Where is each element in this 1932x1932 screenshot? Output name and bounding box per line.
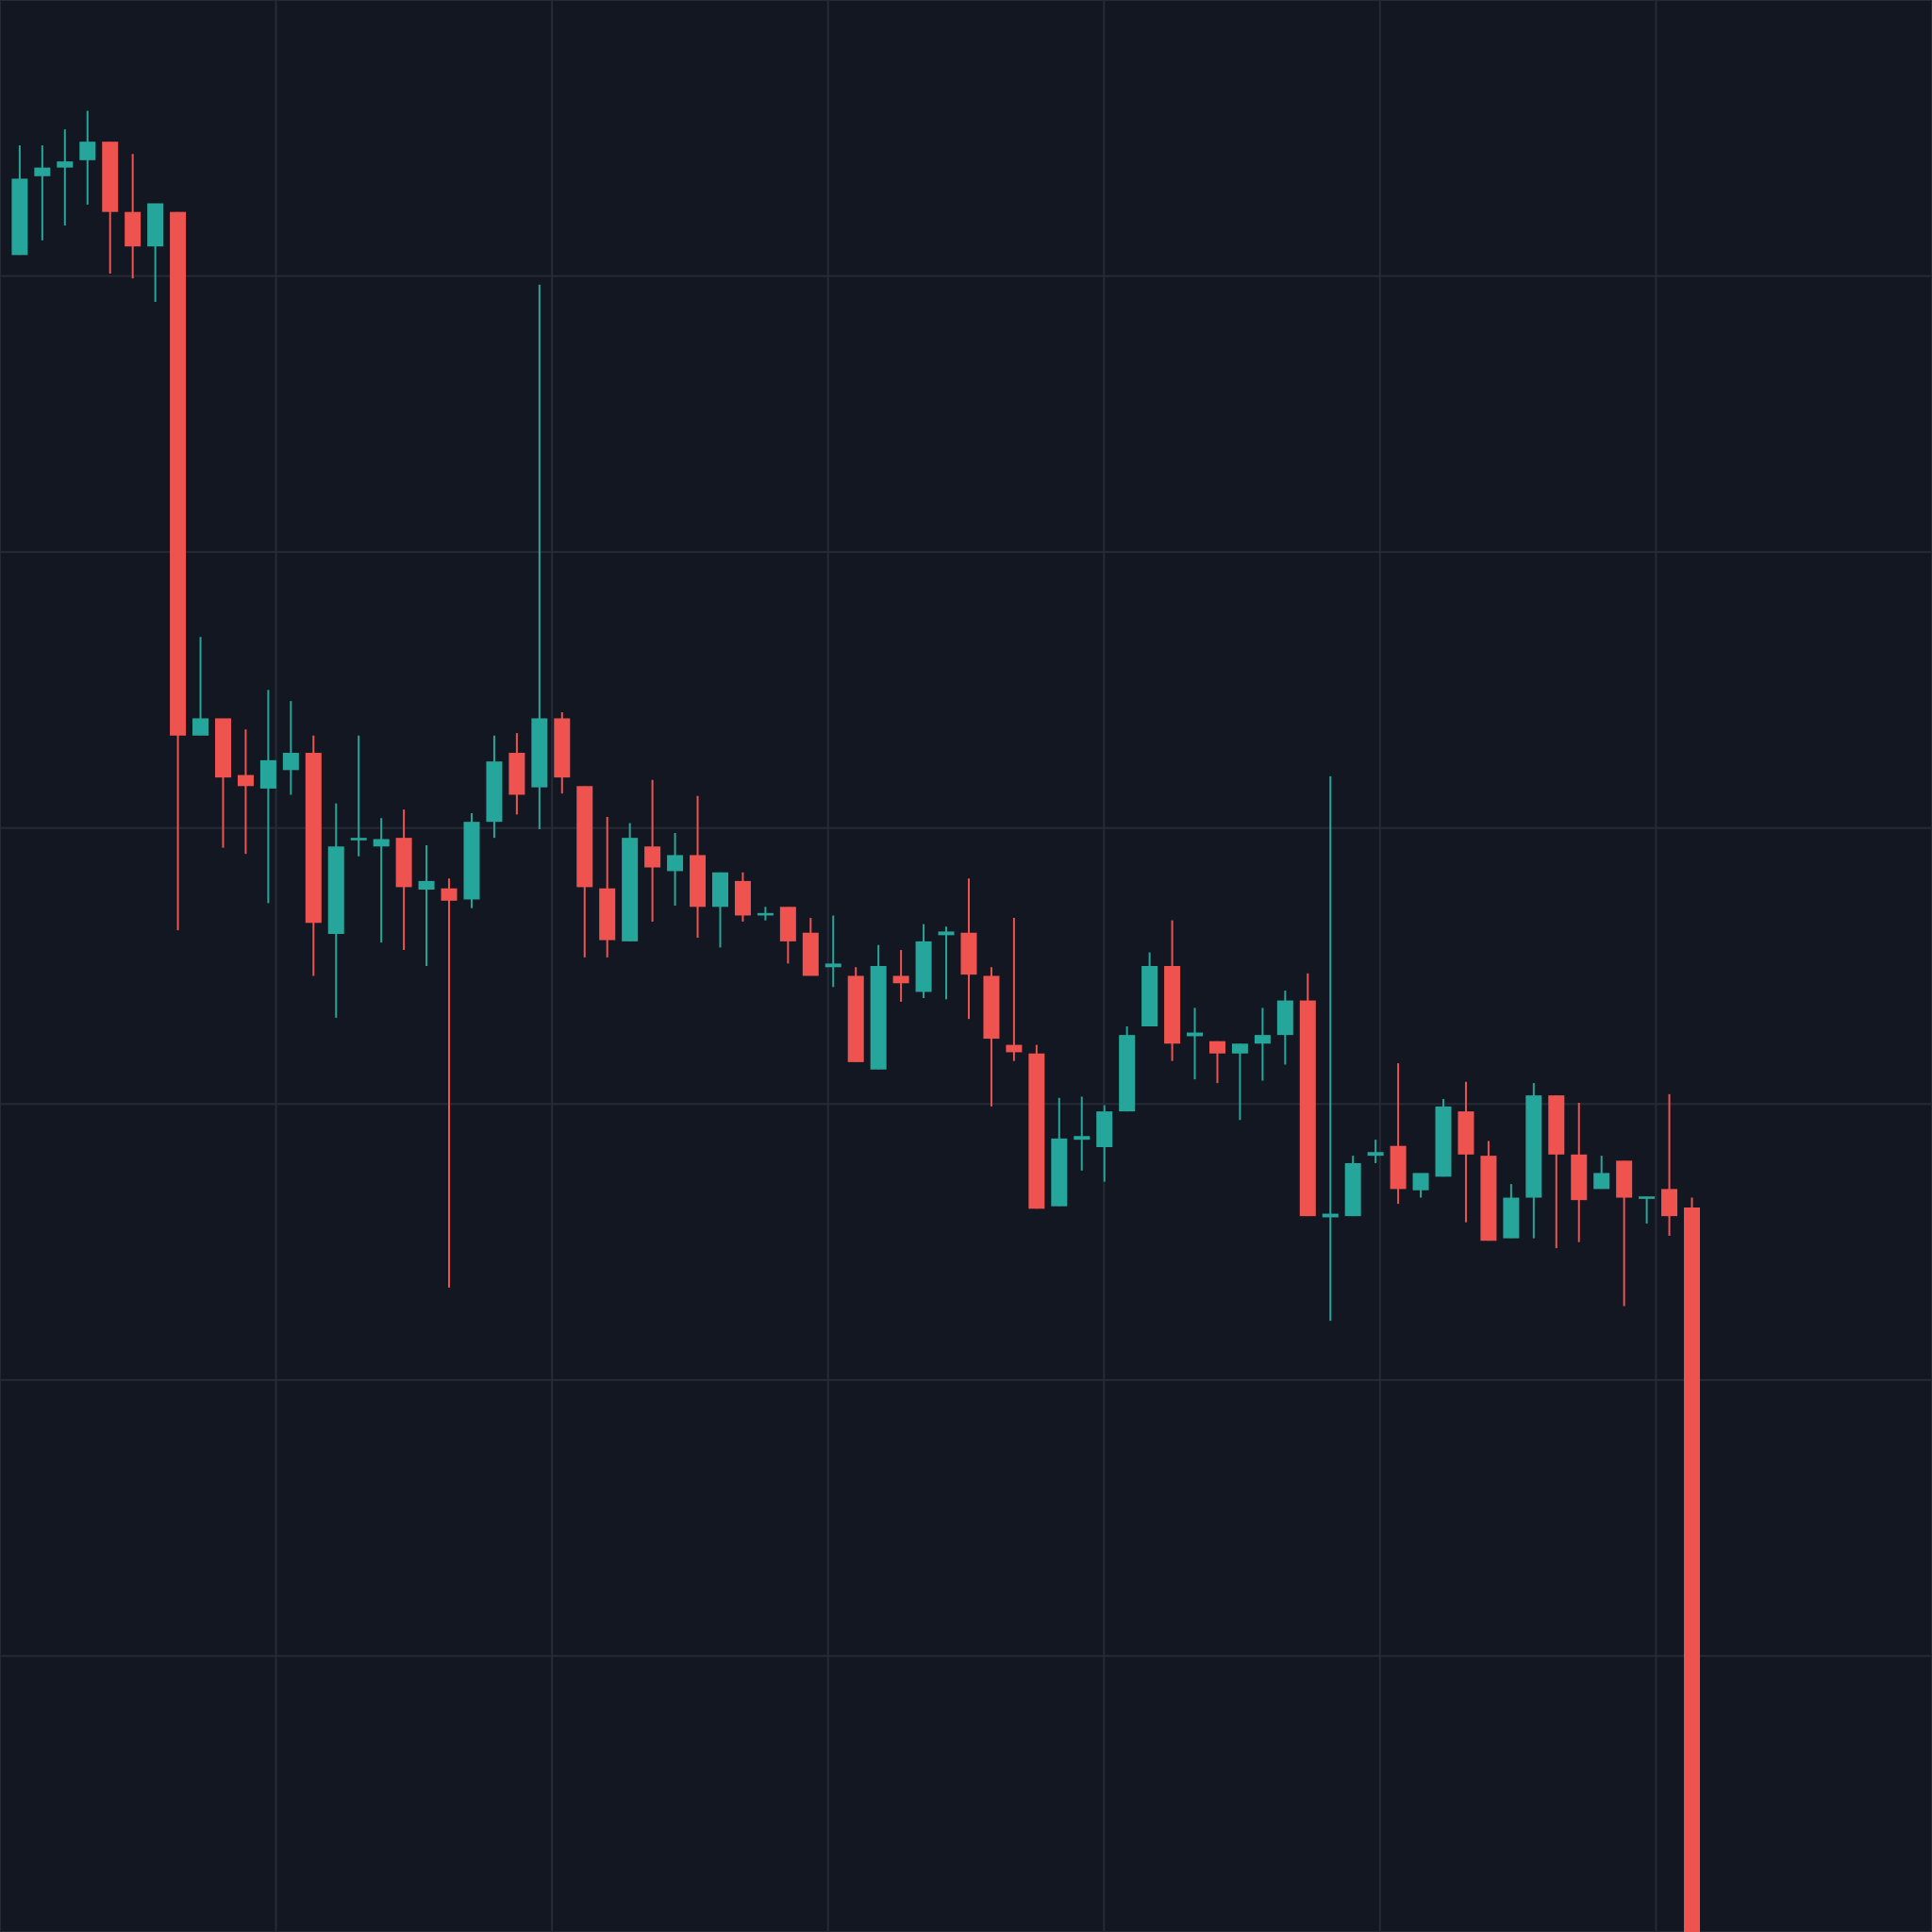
- candle-body: [1525, 1095, 1542, 1198]
- candle-body: [779, 907, 796, 941]
- candle-body: [259, 759, 276, 789]
- candle-body: [1616, 1160, 1633, 1198]
- candle-body: [1187, 1032, 1204, 1037]
- candle-body: [1322, 1213, 1339, 1218]
- candle-body: [1208, 1041, 1225, 1054]
- candle-body: [824, 963, 841, 968]
- candle-body: [938, 931, 955, 936]
- candle-body: [237, 774, 254, 787]
- candle-body: [711, 872, 728, 908]
- candle-body: [1119, 1035, 1136, 1112]
- candle-body: [1480, 1156, 1497, 1241]
- candle-body: [599, 888, 616, 941]
- candle-body: [441, 888, 458, 901]
- candle-body: [373, 839, 390, 847]
- candle-body: [1457, 1111, 1474, 1155]
- candle-body: [892, 975, 909, 984]
- candle-body: [983, 975, 1000, 1040]
- candle-body: [282, 753, 299, 771]
- candle-body: [847, 975, 864, 1062]
- candle-body: [1639, 1196, 1656, 1199]
- candle-body: [576, 786, 593, 888]
- candle-body: [1593, 1173, 1610, 1190]
- candle-body: [125, 211, 142, 247]
- candle-body: [531, 718, 548, 788]
- candle-body: [554, 718, 571, 778]
- candle-body: [667, 855, 684, 872]
- candle-body: [644, 846, 661, 868]
- candle-body: [802, 932, 819, 976]
- candle-body: [1254, 1035, 1271, 1044]
- candle-body: [1276, 1000, 1293, 1036]
- candle-body: [486, 761, 503, 823]
- candle-body: [350, 838, 367, 841]
- candle-body: [305, 753, 322, 924]
- candle-body: [11, 178, 28, 256]
- candle-body: [1096, 1111, 1113, 1147]
- candle-body: [34, 167, 51, 176]
- candle-body: [1299, 1000, 1316, 1217]
- candle-body: [690, 855, 707, 908]
- candle-body: [102, 142, 119, 212]
- candle-body: [418, 880, 435, 891]
- candle-body: [214, 718, 231, 778]
- candle-body: [327, 846, 344, 935]
- candle-body: [915, 941, 932, 992]
- candle-body: [1503, 1197, 1520, 1239]
- candle-body: [734, 880, 751, 916]
- candle-body: [1548, 1095, 1565, 1155]
- candle-body: [192, 718, 209, 736]
- candle-body: [508, 753, 525, 795]
- candle-body: [57, 161, 74, 168]
- candle-body: [1164, 966, 1181, 1044]
- candle-body: [395, 838, 412, 888]
- candle-body: [1684, 1208, 1701, 1932]
- candle-body: [170, 211, 187, 736]
- candle-body: [1435, 1106, 1452, 1177]
- candle-body: [622, 838, 639, 941]
- candle-body: [463, 822, 480, 900]
- candle-body: [1412, 1173, 1429, 1191]
- candle-body: [147, 203, 164, 247]
- candle-body: [1006, 1044, 1023, 1053]
- candle-body: [757, 912, 774, 916]
- candle-body: [79, 142, 96, 160]
- candle-body: [1344, 1162, 1361, 1217]
- candle-body: [960, 932, 977, 975]
- candle-body: [1051, 1138, 1068, 1207]
- candle-body: [1571, 1154, 1588, 1201]
- candle-body: [1661, 1189, 1678, 1217]
- candle-body: [1028, 1053, 1045, 1209]
- candle-body: [1141, 966, 1158, 1026]
- candle-body: [1074, 1136, 1091, 1141]
- candle-body: [1231, 1043, 1248, 1054]
- candle-body: [870, 966, 887, 1070]
- candle-body: [1390, 1145, 1407, 1190]
- candle-body: [1367, 1152, 1384, 1157]
